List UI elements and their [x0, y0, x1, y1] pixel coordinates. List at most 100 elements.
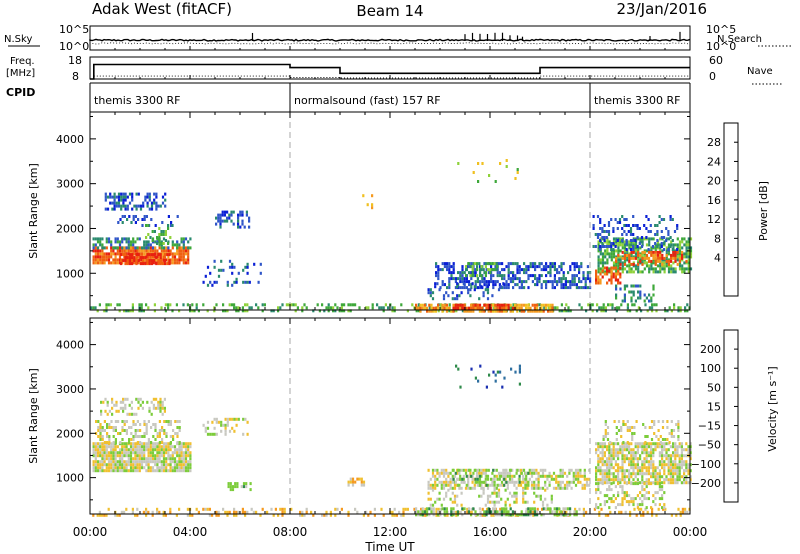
velocity-cell: [460, 486, 463, 490]
velocity-cell: [620, 429, 623, 432]
velocity-cell: [456, 494, 459, 498]
power-cell: [164, 204, 167, 208]
velocity-cell: [145, 429, 148, 432]
power-cell: [171, 246, 174, 250]
power-cell: [538, 303, 541, 307]
power-cell: [136, 237, 139, 241]
velocity-cell: [156, 442, 159, 446]
velocity-cell: [492, 510, 495, 514]
power-cell: [94, 255, 97, 259]
power-cell: [689, 255, 693, 259]
power-cell: [187, 258, 190, 262]
velocity-cell: [103, 448, 106, 452]
velocity-cell: [436, 483, 439, 487]
velocity-cell: [431, 486, 435, 490]
power-cell: [461, 265, 464, 269]
velocity-cell: [654, 475, 657, 479]
power-cell: [491, 294, 494, 298]
power-cell: [164, 239, 167, 242]
power-cell: [123, 246, 126, 250]
velocity-cell: [123, 448, 126, 452]
power-cell: [617, 253, 620, 257]
colorbar-tick-label: −50: [698, 439, 721, 452]
velocity-cell: [467, 474, 471, 478]
power-cell: [189, 246, 192, 250]
velocity-cell: [641, 475, 644, 479]
power-cell: [648, 299, 651, 303]
power-cell: [604, 309, 607, 313]
velocity-cell: [456, 471, 459, 475]
velocity-cell: [505, 480, 508, 484]
velocity-cell: [152, 403, 155, 407]
power-cell: [128, 192, 132, 196]
velocity-cell: [532, 510, 535, 514]
power-cell: [378, 306, 381, 310]
velocity-cell: [508, 480, 512, 484]
velocity-cell: [623, 494, 626, 498]
power-cell: [135, 204, 138, 208]
power-cell: [450, 271, 453, 275]
power-cell: [105, 246, 108, 250]
velocity-cell: [470, 474, 473, 478]
velocity-cell: [670, 435, 673, 438]
velocity-cell: [515, 497, 518, 501]
power-cell: [178, 255, 181, 259]
x-tick-label: 16:00: [473, 525, 508, 539]
power-cell: [128, 256, 131, 260]
power-cell: [148, 262, 151, 266]
power-cell: [452, 265, 455, 269]
velocity-cell: [180, 445, 183, 449]
velocity-cell: [674, 445, 677, 449]
velocity-cell: [110, 426, 113, 429]
velocity-cell: [508, 474, 512, 478]
velocity-cell: [493, 468, 496, 472]
power-cell: [136, 255, 139, 259]
velocity-cell: [577, 474, 580, 478]
power-cell: [431, 297, 435, 301]
velocity-cell: [640, 507, 643, 511]
velocity-cell: [107, 451, 111, 455]
velocity-cell: [103, 454, 106, 458]
power-cell: [547, 271, 550, 275]
velocity-cell: [157, 403, 160, 407]
velocity-cell: [226, 513, 229, 517]
velocity-cell: [597, 469, 600, 473]
power-cell: [127, 252, 130, 256]
power-cell: [687, 252, 690, 256]
power-cell: [621, 237, 624, 241]
power-cell: [155, 207, 158, 211]
velocity-cell: [621, 454, 624, 458]
power-cell: [467, 288, 470, 292]
y-tick-label: 4000: [56, 133, 84, 146]
velocity-cell: [555, 474, 558, 478]
power-cell: [660, 236, 663, 239]
power-cell: [487, 309, 490, 313]
power-cell: [571, 283, 574, 287]
power-cell: [103, 261, 106, 265]
velocity-cell: [617, 469, 620, 473]
velocity-cell: [500, 507, 503, 511]
velocity-cell: [116, 466, 119, 470]
velocity-cell: [118, 454, 122, 458]
power-cell: [118, 249, 122, 253]
velocity-cell: [610, 488, 613, 492]
velocity-cell: [415, 507, 418, 511]
power-cell: [670, 259, 673, 263]
velocity-cell: [274, 507, 277, 511]
power-cell: [448, 303, 451, 307]
velocity-cell: [537, 494, 540, 498]
power-cell: [432, 309, 435, 313]
velocity-cell: [228, 429, 232, 433]
velocity-cell: [524, 486, 527, 490]
velocity-cell: [438, 474, 441, 478]
velocity-cell: [674, 457, 677, 461]
power-cell: [329, 306, 332, 310]
velocity-cell: [650, 451, 653, 455]
velocity-cell: [112, 451, 115, 455]
power-cell: [125, 240, 128, 244]
velocity-cell: [654, 466, 657, 470]
colorbar-tick-label: 28: [707, 136, 721, 149]
power-cell: [596, 236, 600, 239]
power-cell: [109, 192, 112, 196]
velocity-cell: [650, 457, 653, 461]
